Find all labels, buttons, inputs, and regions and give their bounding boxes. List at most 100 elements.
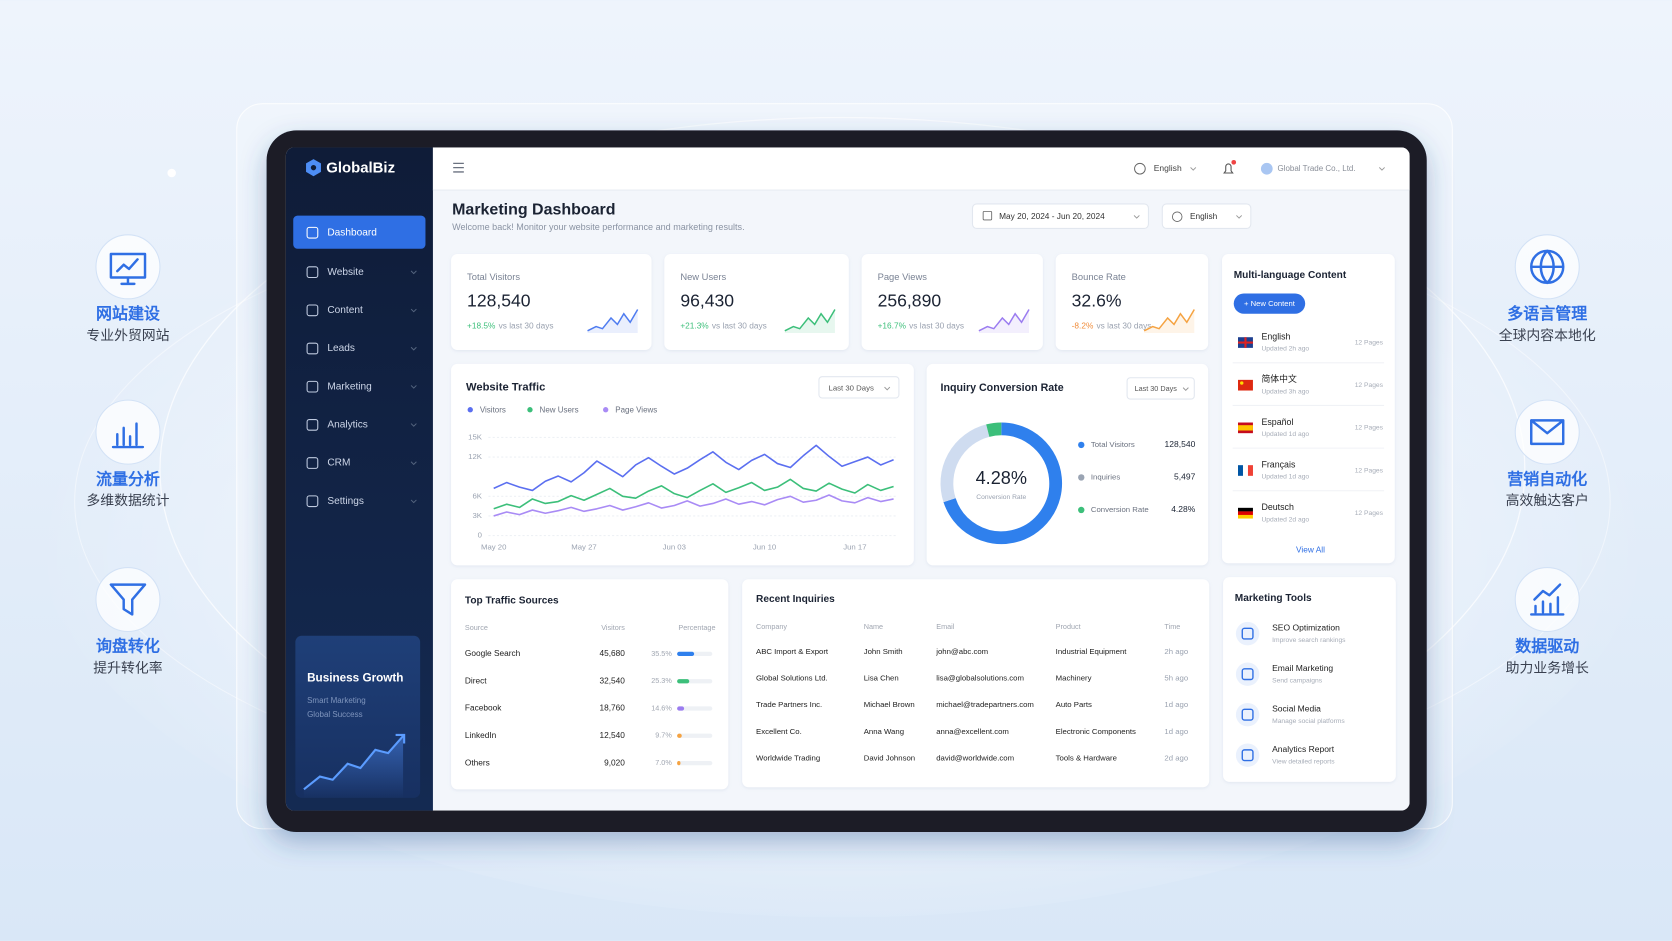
kpi-value: 96,430 [680,291,734,311]
bar-track [677,733,713,738]
flag [1242,465,1248,476]
view-all-link[interactable]: View All [1296,545,1325,555]
bar [677,733,682,738]
chart-filter[interactable] [818,376,900,399]
language-name: 简体中文 [1261,373,1297,384]
kpi-change: +21.3% vs last 30 days [680,321,766,331]
bar-track [677,706,713,711]
feature-subtitle: 提升转化率 [93,659,162,675]
header-language: English [1190,211,1218,221]
chevron [1133,215,1140,219]
column-header: Source [465,623,488,632]
chart-filter[interactable] [1126,377,1195,400]
tool-title[interactable]: Analytics Report [1272,744,1335,754]
bar [677,760,681,766]
chevron [410,423,417,427]
kpi-compare: vs last 30 days [499,321,554,331]
tool-title[interactable]: Email Marketing [1272,663,1333,673]
language-updated: Updated 2d ago [1261,516,1309,523]
table-cell: 2d ago [1164,753,1188,762]
new-content-button[interactable] [1233,293,1306,314]
nav-item[interactable]: CRM [327,458,350,469]
tool-icon-bg [1235,743,1260,767]
nav-item[interactable]: Settings [327,496,364,507]
nav-icon [306,495,319,508]
y-tick-label: 3K [472,511,482,520]
source-visitors: 45,680 [599,648,625,658]
card [861,254,1043,351]
promo-line: Global Success [307,710,362,719]
card [1055,254,1209,351]
language-pages: 12 Pages [1355,467,1384,474]
feature-subtitle: 多维数据统计 [86,492,169,508]
table-cell: David Johnson [864,753,915,762]
feature-icon-bg [95,399,161,465]
date-picker[interactable] [971,203,1149,229]
kpi-change-value: +18.5% [467,321,496,331]
bell-icon [1223,163,1234,174]
language-picker[interactable] [1161,203,1252,229]
legend-value: 5,497 [1174,472,1196,482]
account-name[interactable]: Global Trade Co., Ltd. [1277,164,1355,173]
tool-desc: Manage social platforms [1272,718,1345,725]
nav-item[interactable]: Analytics [327,420,368,431]
feature-subtitle: 专业外贸网站 [86,327,169,343]
flag [1238,465,1244,476]
table-cell: lisa@globalsolutions.com [936,673,1024,682]
promo-line: Smart Marketing [307,696,366,705]
chevron [884,386,891,391]
nav-icon [306,266,319,279]
nav-item[interactable]: Website [327,267,364,278]
table-cell: Machinery [1056,673,1092,682]
tool-desc: Improve search rankings [1272,637,1346,644]
tool-title[interactable]: Social Media [1272,704,1321,714]
legend-label: Total Visitors [1091,440,1135,449]
nav-item[interactable]: Marketing [327,381,371,392]
table-cell: Lisa Chen [864,673,899,682]
kpi-value: 32.6% [1072,291,1122,311]
y-tick-label: 0 [478,531,483,540]
feature-subtitle: 全球内容本地化 [1499,327,1596,343]
legend-value: 4.28% [1171,504,1196,514]
card [451,363,914,566]
legend-label: Visitors [480,405,506,414]
table-cell: ABC Import & Export [756,647,829,656]
feature-title: 营销自动化 [1507,469,1587,488]
tool-title[interactable]: SEO Optimization [1272,623,1340,633]
card-title: Marketing Tools [1235,593,1312,604]
sparkline [587,309,639,332]
tool-icon-bg [1235,621,1260,646]
chevron [410,308,417,313]
date-range: May 20, 2024 - Jun 20, 2024 [999,211,1105,221]
nav-icon [306,418,319,431]
legend-dot [467,407,473,413]
chart-filter-label: Last 30 Days [1135,384,1178,393]
legend-dot [1078,506,1085,514]
kpi-change-value: -8.2% [1072,321,1094,331]
chart-title: Website Traffic [466,381,545,393]
nav-item[interactable]: Leads [327,343,355,354]
kpi-label: Bounce Rate [1072,272,1126,282]
column-header: Company [756,622,787,631]
language-name: Deutsch [1261,502,1294,512]
table-cell: Tools & Hardware [1056,753,1117,762]
kpi-change-value: +16.7% [878,321,907,331]
globe-icon [1134,162,1146,175]
chevron [1182,387,1189,391]
source-visitors: 9,020 [604,757,625,767]
source-name: LinkedIn [465,730,497,740]
language-updated: Updated 3h ago [1261,388,1309,395]
source-visitors: 18,760 [599,703,625,713]
chevron [1236,215,1243,219]
nav-icon [306,457,319,469]
language-select[interactable]: English [1154,163,1182,173]
source-percent: 7.0% [655,758,672,767]
tool-desc: Send campaigns [1272,677,1323,684]
sparkline-area [784,309,835,333]
nav-item[interactable]: Content [327,305,363,316]
language-updated: Updated 1d ago [1261,474,1309,481]
tool-icon [1241,627,1254,640]
flag [1238,337,1253,348]
nav-item[interactable]: Dashboard [327,227,377,238]
